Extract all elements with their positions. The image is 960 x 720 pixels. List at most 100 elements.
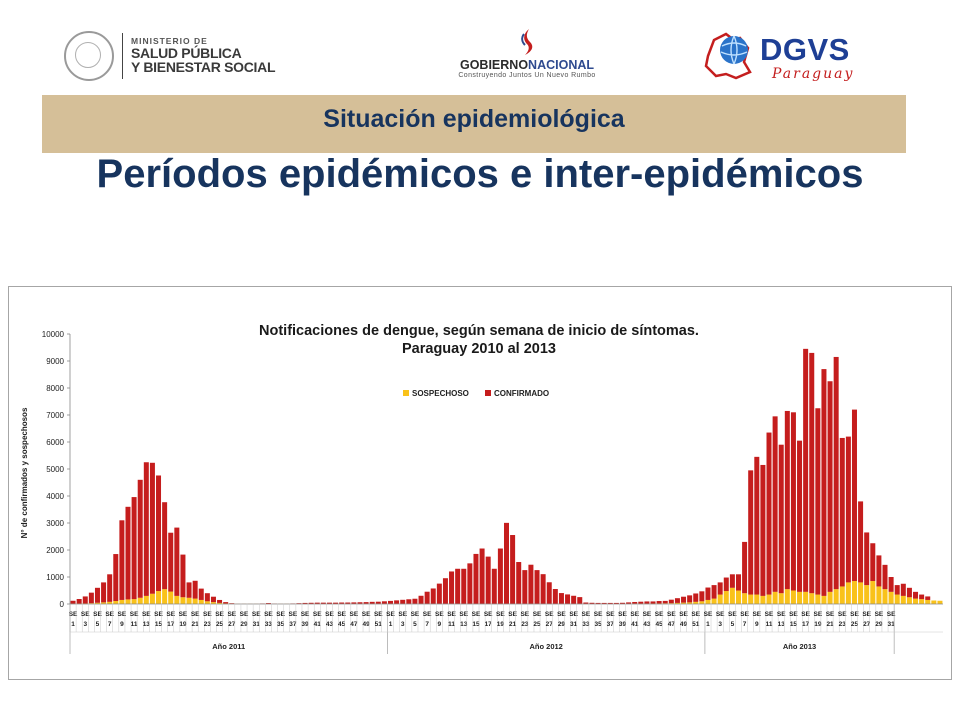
bar-sospechoso xyxy=(94,602,100,604)
bar-confirmado xyxy=(94,587,100,603)
bar-confirmado xyxy=(528,564,534,604)
x-tick-prefix: SE xyxy=(875,611,884,618)
chart-title: Notificaciones de dengue, según semana d… xyxy=(259,323,699,339)
bar-confirmado xyxy=(406,599,412,604)
bar-sospechoso xyxy=(137,597,143,604)
bar-confirmado xyxy=(180,554,186,598)
bar-confirmado xyxy=(424,591,430,604)
x-tick-prefix: SE xyxy=(350,611,359,618)
x-tick-week: 37 xyxy=(289,621,297,628)
bar-confirmado xyxy=(711,585,717,599)
bar-sospechoso xyxy=(143,595,149,604)
bar-confirmado xyxy=(906,587,912,598)
x-tick-week: 17 xyxy=(167,621,175,628)
x-tick-prefix: SE xyxy=(69,611,78,618)
bar-sospechoso xyxy=(705,599,711,604)
bar-confirmado xyxy=(345,602,351,604)
bar-confirmado xyxy=(149,462,155,594)
bar-sospechoso xyxy=(900,595,906,604)
x-tick-week: 23 xyxy=(839,621,847,628)
bar-sospechoso xyxy=(931,600,937,604)
bar-confirmado xyxy=(827,381,833,592)
x-tick-week: 1 xyxy=(71,621,75,628)
x-tick-prefix: SE xyxy=(691,611,700,618)
x-tick-prefix: SE xyxy=(704,611,713,618)
logo-divider xyxy=(122,33,123,79)
chart-frame: Notificaciones de dengue, según semana d… xyxy=(8,286,952,680)
bar-sospechoso xyxy=(711,598,717,604)
x-tick-prefix: SE xyxy=(520,611,529,618)
bar-sospechoso xyxy=(754,594,760,604)
x-tick-week: 9 xyxy=(120,621,124,628)
y-tick-label: 10000 xyxy=(42,330,65,339)
bar-sospechoso xyxy=(131,599,137,604)
x-tick-week: 47 xyxy=(668,621,676,628)
bar-confirmado xyxy=(516,562,522,604)
bar-confirmado xyxy=(156,475,162,592)
y-tick-label: 0 xyxy=(60,600,65,609)
bar-confirmado xyxy=(674,598,680,603)
bar-confirmado xyxy=(302,602,308,604)
bar-confirmado xyxy=(467,563,473,604)
x-tick-prefix: SE xyxy=(728,611,737,618)
x-tick-week: 25 xyxy=(533,621,541,628)
gobierno-name-b: NACIONAL xyxy=(528,58,595,72)
bar-sospechoso xyxy=(784,589,790,604)
bar-confirmado xyxy=(186,582,192,598)
bar-confirmado xyxy=(558,593,564,604)
x-tick-prefix: SE xyxy=(142,611,151,618)
x-tick-week: 19 xyxy=(814,621,822,628)
x-tick-prefix: SE xyxy=(105,611,114,618)
x-tick-prefix: SE xyxy=(411,611,420,618)
x-tick-week: 39 xyxy=(301,621,309,628)
x-tick-prefix: SE xyxy=(166,611,175,618)
bar-confirmado xyxy=(833,356,839,590)
x-tick-week: 13 xyxy=(143,621,151,628)
x-tick-prefix: SE xyxy=(472,611,481,618)
bar-confirmado xyxy=(656,601,662,604)
bar-sospechoso xyxy=(125,599,131,604)
bar-confirmado xyxy=(546,582,552,604)
bar-sospechoso xyxy=(839,586,845,604)
x-tick-prefix: SE xyxy=(887,611,896,618)
bar-confirmado xyxy=(662,600,668,604)
x-tick-week: 31 xyxy=(887,621,895,628)
x-tick-week: 17 xyxy=(802,621,810,628)
y-axis-label: N° de confirmados y sospechosos xyxy=(20,407,29,538)
bar-confirmado xyxy=(119,520,125,600)
bar-confirmado xyxy=(70,600,76,604)
x-tick-prefix: SE xyxy=(325,611,334,618)
bar-confirmado xyxy=(595,602,601,604)
bar-confirmado xyxy=(436,583,442,604)
dgvs-logo: DGVS Paraguay xyxy=(700,22,880,86)
x-tick-prefix: SE xyxy=(288,611,297,618)
bar-confirmado xyxy=(870,543,876,582)
x-tick-week: 1 xyxy=(706,621,710,628)
bar-confirmado xyxy=(479,548,485,604)
bar-sospechoso xyxy=(723,591,729,604)
bar-confirmado xyxy=(473,553,479,604)
paraguay-globe-icon xyxy=(704,32,752,80)
bar-sospechoso xyxy=(772,591,778,604)
bar-confirmado xyxy=(339,602,345,604)
bar-confirmado xyxy=(485,556,491,604)
bar-confirmado xyxy=(815,408,821,595)
x-tick-week: 7 xyxy=(743,621,747,628)
x-tick-prefix: SE xyxy=(276,611,285,618)
bars xyxy=(70,348,943,604)
dgvs-name: DGVS xyxy=(760,32,850,67)
bar-confirmado xyxy=(388,600,394,604)
bar-confirmado xyxy=(925,596,931,600)
bar-sospechoso xyxy=(851,581,857,604)
x-tick-week: 7 xyxy=(425,621,429,628)
bar-confirmado xyxy=(900,583,906,596)
x-tick-prefix: SE xyxy=(508,611,517,618)
x-tick-prefix: SE xyxy=(447,611,456,618)
bar-sospechoso xyxy=(687,602,693,604)
bar-confirmado xyxy=(162,502,168,590)
bar-confirmado xyxy=(510,535,516,604)
bar-sospechoso xyxy=(674,602,680,604)
x-tick-week: 23 xyxy=(521,621,529,628)
bar-sospechoso xyxy=(204,601,210,604)
bar-confirmado xyxy=(369,601,375,604)
